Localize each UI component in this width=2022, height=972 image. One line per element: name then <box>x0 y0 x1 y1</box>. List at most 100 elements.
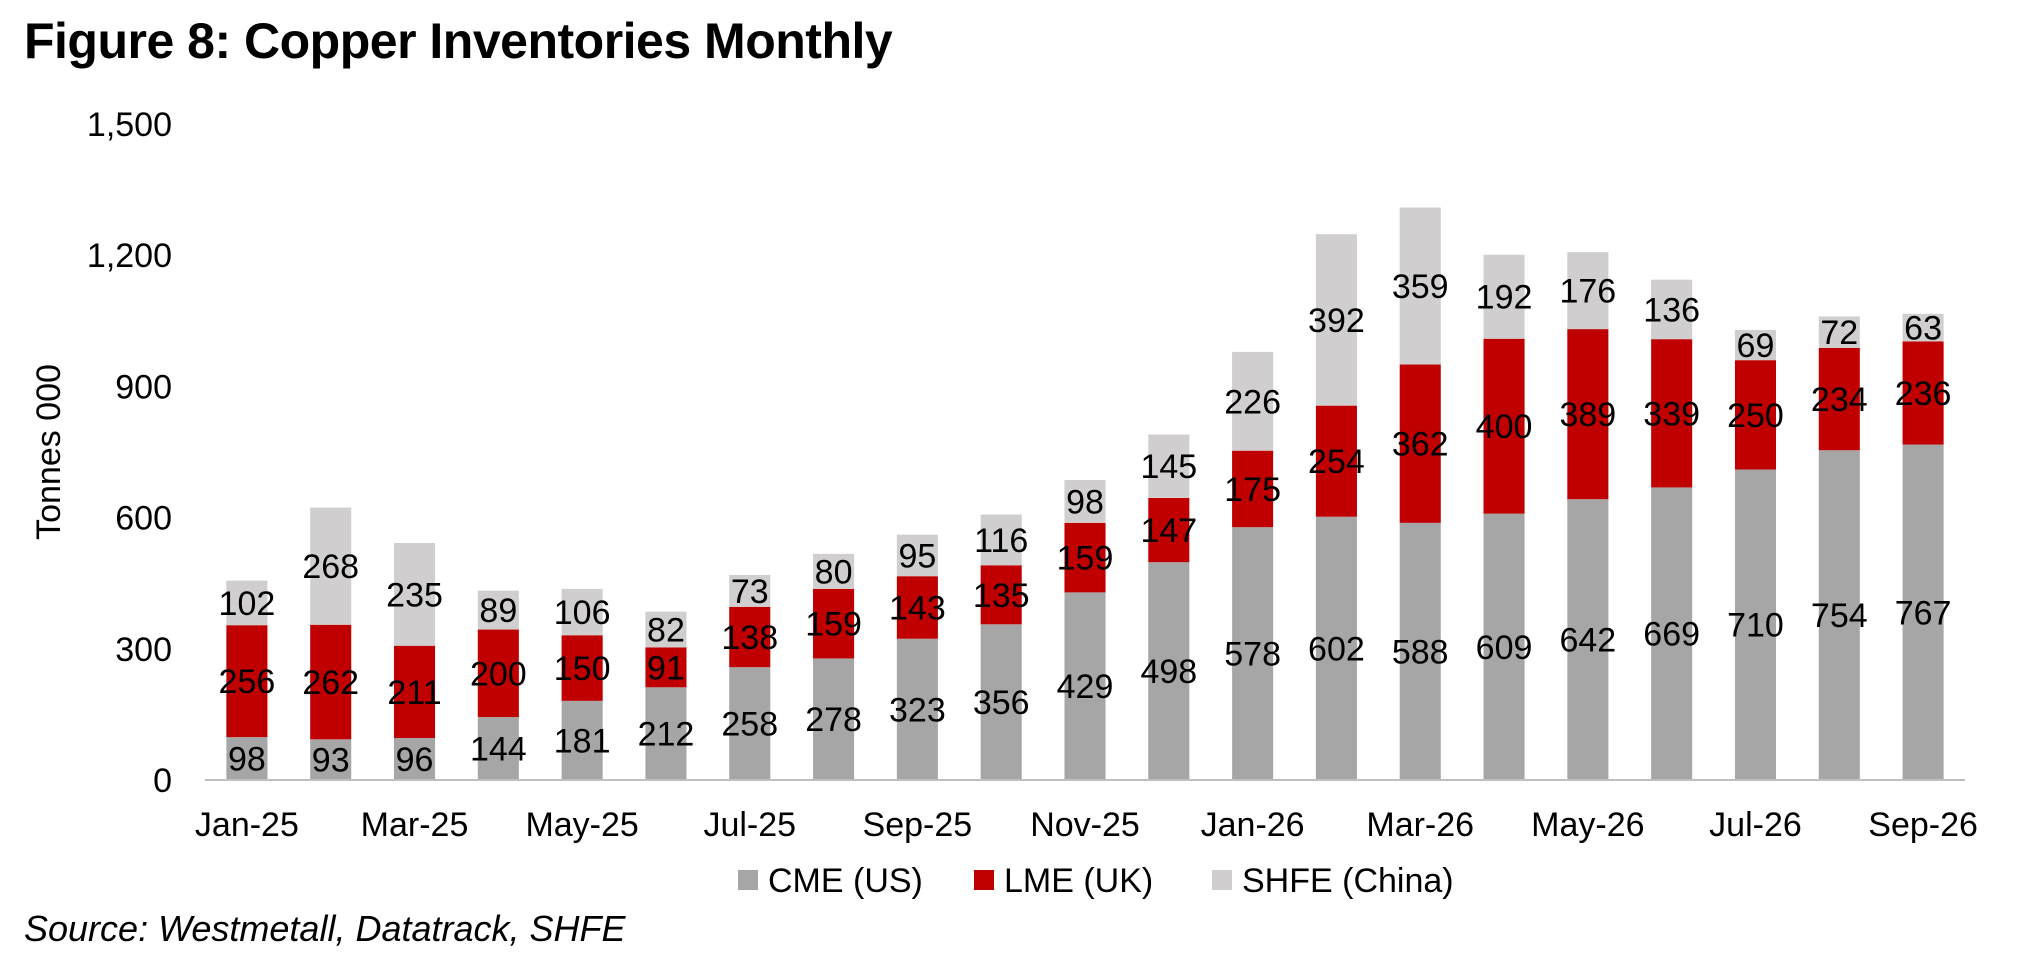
y-axis-label: Tonnes 000 <box>30 364 68 540</box>
legend-swatch-shfe <box>1212 870 1232 890</box>
bar-segment-shfe <box>813 553 855 589</box>
bar-segment-cme <box>226 737 268 780</box>
bar-segment-shfe <box>896 534 938 577</box>
bar-segment-lme <box>1902 341 1944 445</box>
bar-segment-cme <box>729 667 771 780</box>
data-label-cme: 323 <box>889 691 946 729</box>
data-label-lme: 256 <box>219 663 276 701</box>
bar-segment-shfe <box>729 574 771 607</box>
data-label-shfe: 69 <box>1737 327 1775 365</box>
bar-segment-lme <box>1651 339 1693 488</box>
bar-segment-cme <box>1232 527 1274 780</box>
data-label-lme: 211 <box>387 674 441 712</box>
bar-segment-lme <box>1483 338 1525 514</box>
bar-segment-shfe <box>477 590 519 630</box>
bar-segment-cme <box>1902 444 1944 780</box>
data-label-cme: 258 <box>721 706 778 744</box>
data-label-lme: 262 <box>302 664 359 702</box>
bar-segment-lme <box>813 588 855 659</box>
y-tick-label: 600 <box>115 500 172 538</box>
bar-segment-cme <box>1064 592 1106 780</box>
legend-swatch-cme <box>738 870 758 890</box>
bar-segment-cme <box>1567 499 1609 780</box>
data-label-shfe: 268 <box>302 548 359 586</box>
data-label-cme: 710 <box>1727 607 1784 645</box>
data-label-lme: 400 <box>1476 408 1533 446</box>
x-tick-label: May-26 <box>1531 806 1644 844</box>
data-label-cme: 602 <box>1308 630 1365 668</box>
bar-segment-shfe <box>1651 279 1693 340</box>
bar-segment-lme <box>310 624 352 740</box>
bar-segment-shfe <box>1818 316 1860 348</box>
bar-segment-lme <box>1567 329 1609 500</box>
legend-label-lme: LME (UK) <box>1004 862 1153 900</box>
bar-segment-cme <box>1734 469 1777 780</box>
data-label-shfe: 102 <box>219 585 276 623</box>
stacked-bar-chart: 0 300 600 900 1,200 1,500 98 256 102 93 262 268 96 2… <box>30 106 1978 900</box>
bar-segment-cme <box>1148 562 1190 780</box>
bar-segment-shfe <box>310 507 352 625</box>
bar-segment-shfe <box>561 588 603 636</box>
data-label-lme: 159 <box>1057 540 1114 578</box>
legend: CME (US) LME (UK) SHFE (China) <box>738 862 1454 900</box>
y-tick-label: 0 <box>153 762 172 800</box>
bar-segment-cme <box>1818 450 1860 780</box>
data-label-lme: 159 <box>805 606 862 644</box>
bar-segment-lme <box>1734 360 1777 470</box>
bar-segment-shfe <box>1064 479 1106 523</box>
bar-segment-lme <box>896 576 938 639</box>
y-tick-label: 1,200 <box>87 237 172 275</box>
data-label-lme: 389 <box>1559 396 1616 434</box>
data-label-cme: 181 <box>554 722 611 760</box>
data-label-cme: 144 <box>470 731 527 769</box>
data-label-shfe: 145 <box>1140 448 1197 486</box>
x-tick-label: Jul-26 <box>1709 806 1802 844</box>
x-tick-label: Jan-26 <box>1201 806 1305 844</box>
bar-segment-lme <box>561 635 603 701</box>
data-label-shfe: 89 <box>479 592 517 630</box>
data-label-lme: 150 <box>554 650 611 688</box>
x-tick-label: Mar-26 <box>1366 806 1474 844</box>
data-label-cme: 93 <box>312 742 350 780</box>
data-label-lme: 362 <box>1392 426 1449 464</box>
bar-segment-lme <box>226 625 268 738</box>
data-label-shfe: 226 <box>1224 383 1281 421</box>
data-label-cme: 356 <box>973 684 1030 722</box>
data-label-cme: 754 <box>1811 597 1868 635</box>
bar-segment-lme <box>980 565 1022 625</box>
bar-segment-cme <box>1483 513 1525 780</box>
data-label-shfe: 73 <box>731 573 769 611</box>
bar-segment-lme <box>729 606 771 668</box>
bar-segment-lme <box>477 629 519 718</box>
data-label-shfe: 63 <box>1904 310 1942 348</box>
data-label-cme: 212 <box>638 716 695 754</box>
bar-segment-lme <box>1315 405 1357 517</box>
bar-segment-shfe <box>1148 434 1190 498</box>
data-label-cme: 96 <box>396 741 434 779</box>
bar-segment-lme <box>645 647 687 688</box>
bar-segment-cme <box>310 739 352 780</box>
data-label-cme: 609 <box>1476 629 1533 667</box>
x-tick-label: May-25 <box>525 806 638 844</box>
x-tick-label: Jan-25 <box>195 806 299 844</box>
data-label-shfe: 136 <box>1643 291 1700 329</box>
data-label-lme: 135 <box>973 577 1030 615</box>
data-label-lme: 175 <box>1224 471 1281 509</box>
bar-segment-shfe <box>1902 313 1944 342</box>
data-label-cme: 767 <box>1895 594 1952 632</box>
data-label-shfe: 72 <box>1820 314 1858 352</box>
data-label-lme: 236 <box>1895 375 1952 413</box>
data-label-shfe: 95 <box>898 537 936 575</box>
x-axis-ticks: Jan-25 Mar-25 May-25 Jul-25 Sep-25 Nov-25 Jan-… <box>195 806 1978 844</box>
y-tick-label: 900 <box>115 368 172 406</box>
bar-segment-cme <box>1651 487 1693 780</box>
data-label-lme: 339 <box>1643 395 1700 433</box>
data-label-cme: 588 <box>1392 633 1449 671</box>
figure-title: Figure 8: Copper Inventories Monthly <box>24 13 893 69</box>
data-label-cme: 278 <box>805 701 862 739</box>
data-label-shfe: 106 <box>554 594 611 632</box>
data-label-cme: 578 <box>1224 636 1281 674</box>
data-label-shfe: 80 <box>815 553 853 591</box>
bar-segment-shfe <box>1567 252 1609 330</box>
bar-segment-cme <box>1399 522 1441 780</box>
